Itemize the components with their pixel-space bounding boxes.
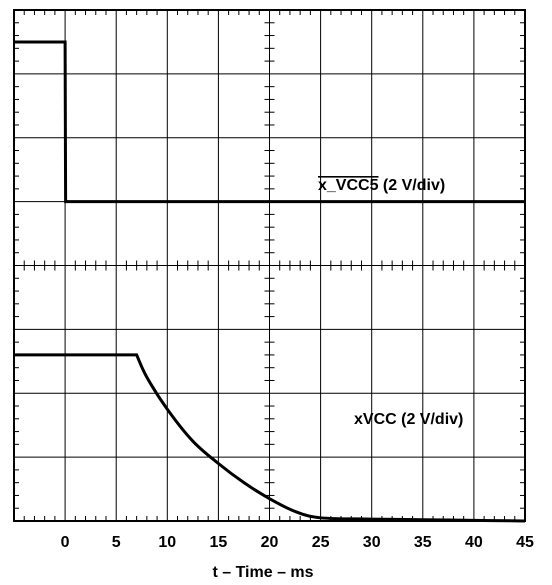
- trace-xvcc: [14, 353, 526, 523]
- trace-label-bottom-scale: (2 V/div): [397, 411, 464, 428]
- traces: [14, 40, 526, 523]
- x-tick-label: 35: [414, 534, 432, 551]
- x-tick-label: 10: [158, 534, 176, 551]
- trace-label-top: x_VCC5 (2 V/div): [318, 177, 445, 194]
- x-tick-label: 30: [363, 534, 381, 551]
- x-axis-title: t – Time – ms: [212, 564, 313, 581]
- x-tick-label: 0: [61, 534, 70, 551]
- x-tick-label: 20: [261, 534, 279, 551]
- x-tick-labels: 0 5 10 15 20 25 30 35 40 45: [61, 534, 534, 551]
- grid: [13, 9, 526, 522]
- trace-label-bottom-name: xVCC: [354, 411, 397, 428]
- x-tick-label: 40: [465, 534, 483, 551]
- x-tick-label: 25: [312, 534, 330, 551]
- x-tick-label: 5: [112, 534, 121, 551]
- plot-frame: [13, 9, 526, 522]
- x-tick-label: 45: [516, 534, 534, 551]
- trace-x-vcc5: [14, 40, 525, 204]
- trace-label-top-scale: (2 V/div): [378, 177, 445, 194]
- trace-label-bottom: xVCC (2 V/div): [354, 411, 463, 428]
- x-tick-label: 15: [210, 534, 228, 551]
- trace-label-top-name: x_VCC5: [318, 177, 379, 194]
